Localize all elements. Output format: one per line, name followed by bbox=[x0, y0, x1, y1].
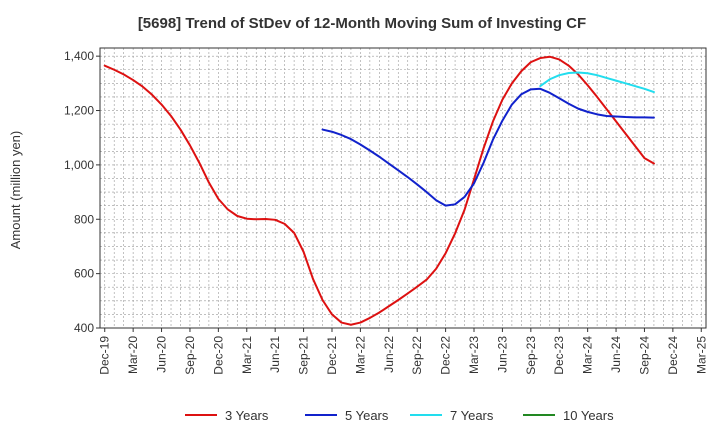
x-tick-label: Mar-24 bbox=[581, 336, 595, 374]
x-tick-label: Dec-19 bbox=[98, 336, 112, 375]
x-tick-label: Sep-20 bbox=[183, 336, 197, 375]
x-tick-label: Sep-22 bbox=[410, 336, 424, 375]
x-tick-label: Sep-24 bbox=[637, 336, 651, 375]
plot-frame bbox=[99, 47, 707, 329]
y-tick-label: 1,000 bbox=[64, 158, 94, 172]
y-tick-label: 600 bbox=[74, 267, 94, 281]
y-tick-label: 1,200 bbox=[64, 104, 94, 118]
x-tick-label: Dec-23 bbox=[552, 336, 566, 375]
plot-background bbox=[100, 48, 706, 328]
chart-title: [5698] Trend of StDev of 12-Month Moving… bbox=[138, 15, 586, 32]
y-tick-label: 400 bbox=[74, 321, 94, 335]
legend-label-7-years: 7 Years bbox=[450, 408, 494, 423]
x-tick-label: Dec-20 bbox=[211, 336, 225, 375]
series-line-3-years bbox=[103, 55, 655, 326]
y-tick-label: 1,400 bbox=[64, 49, 94, 63]
x-tick-label: Dec-22 bbox=[439, 336, 453, 375]
x-tick-label: Mar-21 bbox=[240, 336, 254, 374]
x-tick-label: Dec-24 bbox=[666, 336, 680, 375]
x-tick-label: Jun-22 bbox=[382, 336, 396, 373]
legend-label-3-years: 3 Years bbox=[225, 408, 269, 423]
legend-label-10-years: 10 Years bbox=[563, 408, 614, 423]
x-tick-label: Mar-20 bbox=[126, 336, 140, 374]
x-tick-label: Dec-21 bbox=[325, 336, 339, 375]
y-axis-label: Amount (million yen) bbox=[8, 131, 23, 250]
x-tick-label: Jun-23 bbox=[495, 336, 509, 373]
legend: 3 Years 5 Years 7 Years 10 Years bbox=[185, 408, 614, 423]
x-tick-label: Mar-25 bbox=[694, 336, 708, 374]
x-tick-label: Mar-22 bbox=[353, 336, 367, 374]
legend-label-5-years: 5 Years bbox=[345, 408, 389, 423]
x-tick-label: Jun-24 bbox=[609, 336, 623, 373]
x-tick-label: Mar-23 bbox=[467, 336, 481, 374]
x-tick-label: Sep-23 bbox=[524, 336, 538, 375]
x-tick-label: Sep-21 bbox=[297, 336, 311, 375]
y-tick-label: 800 bbox=[74, 212, 94, 226]
x-tick-label: Jun-21 bbox=[268, 336, 282, 373]
plot-area: 400 600 800 1,000 1,200 1,400 Dec-19 Mar-20 Jun-… bbox=[64, 47, 708, 375]
series-line-5-years bbox=[321, 87, 655, 207]
series-line-7-years bbox=[539, 71, 655, 94]
x-tick-label: Jun-20 bbox=[155, 336, 169, 373]
